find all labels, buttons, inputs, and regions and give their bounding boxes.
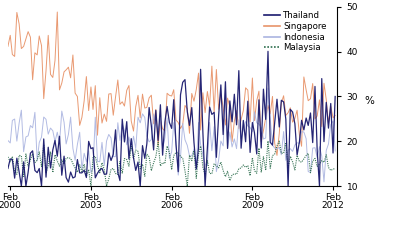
Line: Thailand: Thailand	[8, 51, 335, 186]
Line: Indonesia: Indonesia	[8, 88, 335, 182]
Y-axis label: %: %	[364, 96, 374, 106]
Legend: Thailand, Singapore, Indonesia, Malaysia: Thailand, Singapore, Indonesia, Malaysia	[264, 11, 327, 52]
Line: Singapore: Singapore	[8, 12, 335, 155]
Line: Malaysia: Malaysia	[8, 141, 335, 186]
